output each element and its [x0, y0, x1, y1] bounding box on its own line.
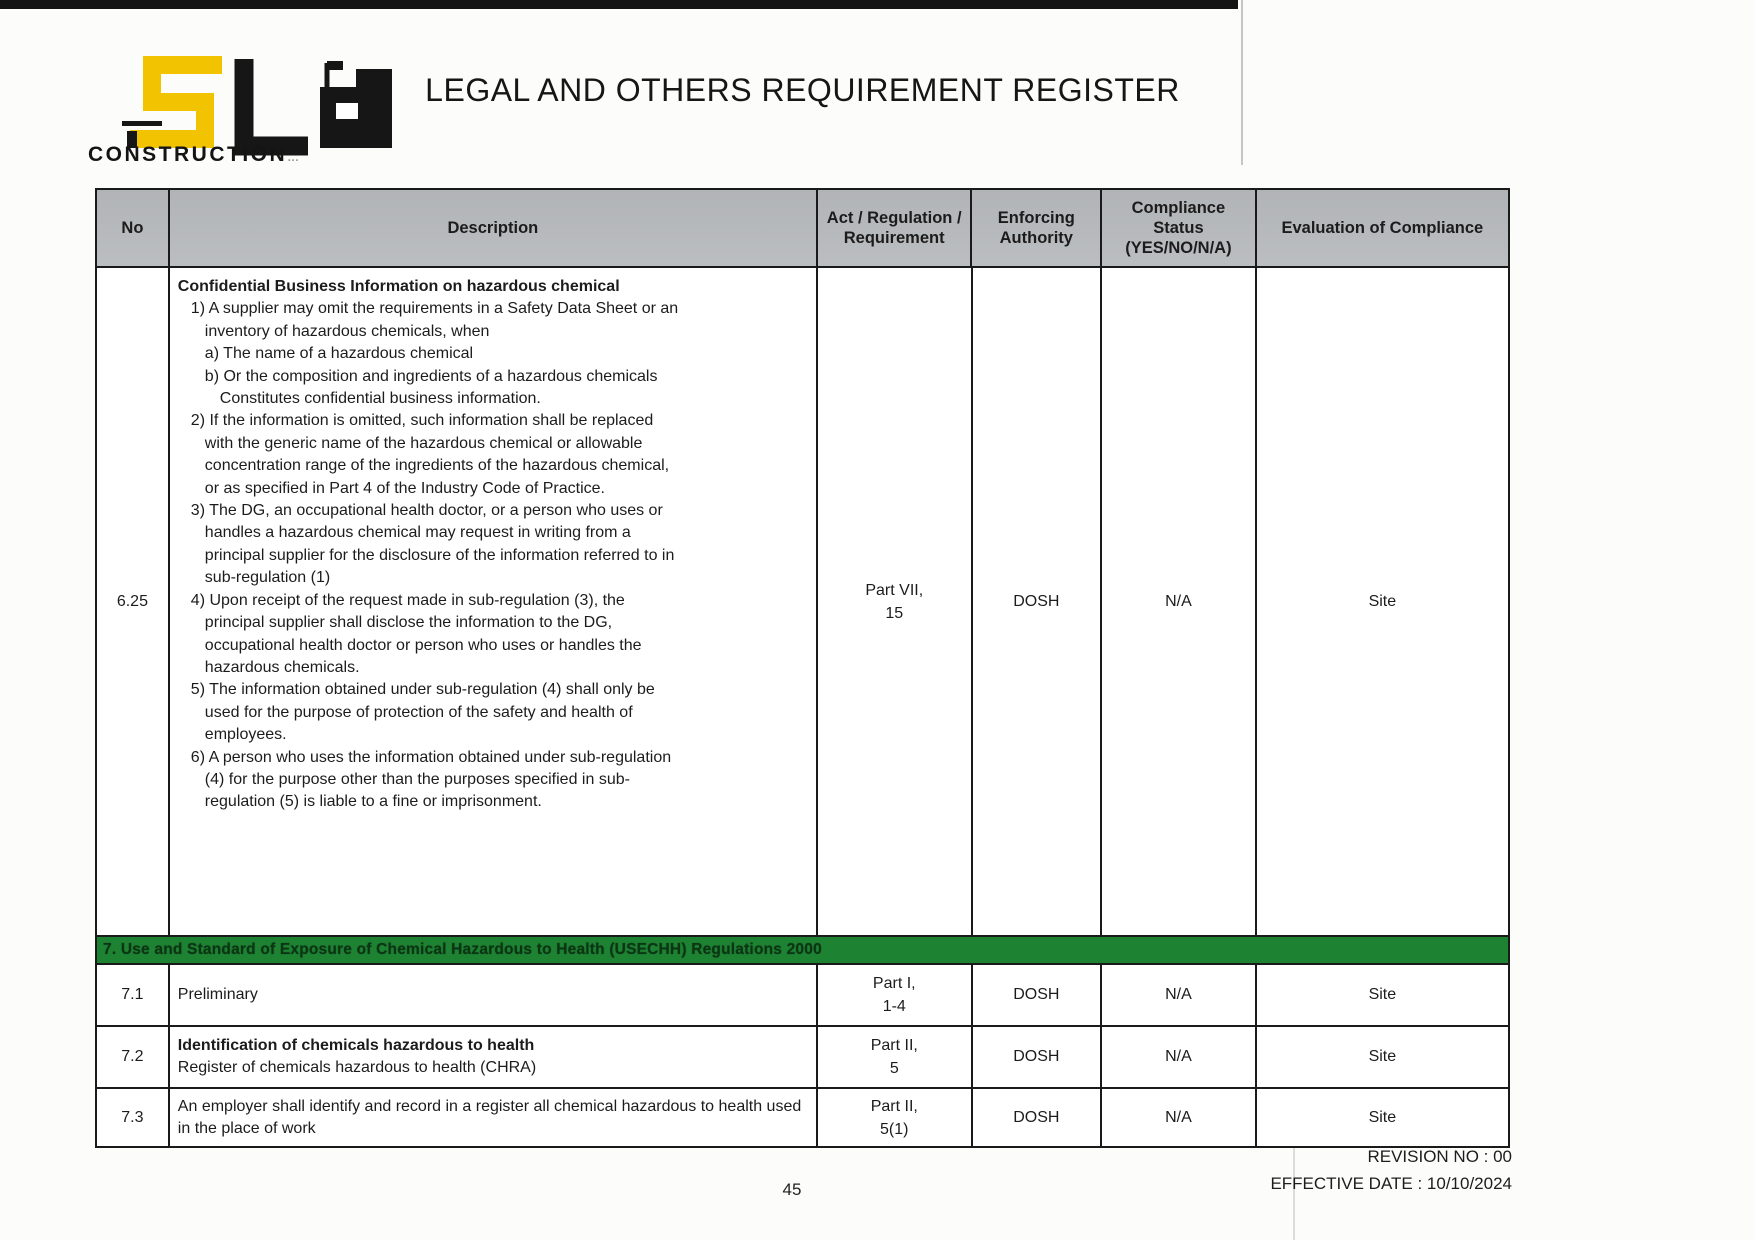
row-no: 7.2	[97, 1027, 170, 1087]
table-row: 7.1 Preliminary Part I, 1-4 DOSH N/A Sit…	[97, 965, 1508, 1027]
company-logo: CONSTRUCTION…	[72, 55, 492, 175]
description-item: 4) Upon receipt of the request made in s…	[190, 591, 642, 676]
scan-artifact-top-bar	[0, 0, 1238, 9]
row-description: Preliminary	[170, 965, 818, 1025]
description-text: Register of chemicals hazardous to healt…	[177, 1059, 537, 1076]
description-item: b) Or the composition and ingredients of…	[204, 367, 658, 408]
description-heading: Identification of chemicals hazardous to…	[177, 1037, 535, 1054]
row-evaluation: Site	[1368, 986, 1397, 1003]
description-item: 2) If the information is omitted, such i…	[190, 412, 670, 497]
effective-date: EFFECTIVE DATE : 10/10/2024	[1270, 1174, 1512, 1193]
description-text: An employer shall identify and record in…	[177, 1097, 802, 1137]
description-text: Preliminary	[177, 986, 258, 1003]
scan-artifact-crease	[1241, 0, 1243, 165]
requirement-register-table: No Description Act / Regulation / Requir…	[95, 188, 1510, 1148]
row-compliance-status: N/A	[1102, 1027, 1257, 1087]
header-compliance-status: Compliance Status (YES/NO/N/A)	[1102, 190, 1257, 266]
row-description: An employer shall identify and record in…	[170, 1089, 818, 1146]
description-item: 6) A person who uses the information obt…	[190, 748, 672, 811]
section-header-row: 7. Use and Standard of Exposure of Chemi…	[97, 937, 1508, 965]
row-no: 6.25	[97, 268, 170, 935]
header-act-regulation: Act / Regulation / Requirement	[818, 190, 973, 266]
row-enforcing-authority: DOSH	[973, 1089, 1103, 1146]
row-description: Identification of chemicals hazardous to…	[170, 1027, 818, 1087]
header-no: No	[97, 190, 170, 266]
table-row: 6.25 Confidential Business Information o…	[97, 268, 1508, 937]
row-compliance-status: N/A	[1102, 1089, 1257, 1146]
row-no: 7.3	[97, 1089, 170, 1146]
logo-company-name: CONSTRUCTION…	[88, 143, 301, 166]
page-title: LEGAL AND OTHERS REQUIREMENT REGISTER	[425, 72, 1180, 108]
description-item: 1) A supplier may omit the requirements …	[190, 300, 679, 340]
row-enforcing-authority: DOSH	[973, 965, 1103, 1025]
row-evaluation: Site	[1368, 1108, 1397, 1126]
revision-number: REVISION NO : 00	[1367, 1147, 1512, 1166]
row-enforcing-authority: DOSH	[973, 268, 1103, 935]
page-number: 45	[782, 1180, 802, 1199]
row-act-regulation: Part I, 1-4	[818, 965, 973, 1025]
row-evaluation: Site	[1368, 1048, 1397, 1065]
row-no: 7.1	[97, 965, 170, 1025]
description-item: 3) The DG, an occupational health doctor…	[190, 502, 675, 587]
table-header-row: No Description Act / Regulation / Requir…	[97, 190, 1508, 268]
section-header-label: 7. Use and Standard of Exposure of Chemi…	[103, 941, 822, 958]
row-act-regulation: Part II, 5	[818, 1027, 973, 1087]
description-heading: Confidential Business Information on haz…	[177, 278, 620, 295]
company-logo-icon	[122, 56, 392, 156]
row-act-regulation: Part VII, 15	[818, 268, 973, 935]
table-row: 7.2 Identification of chemicals hazardou…	[97, 1027, 1508, 1089]
description-item: 5) The information obtained under sub-re…	[190, 681, 655, 744]
footer-meta: REVISION NO : 00 EFFECTIVE DATE : 10/10/…	[1270, 1143, 1512, 1197]
header-enforcing-authority: Enforcing Authority	[972, 190, 1103, 266]
row-compliance-status: N/A	[1102, 965, 1257, 1025]
header-description: Description	[170, 190, 818, 266]
row-compliance-status: N/A	[1102, 268, 1257, 935]
description-item: a) The name of a hazardous chemical	[204, 345, 474, 363]
row-enforcing-authority: DOSH	[973, 1027, 1103, 1087]
table-row: 7.3 An employer shall identify and recor…	[97, 1089, 1508, 1146]
row-act-regulation: Part II, 5(1)	[818, 1089, 973, 1146]
row-evaluation: Site	[1368, 592, 1397, 610]
description-item-list: 1) A supplier may omit the requirements …	[178, 298, 683, 813]
header-evaluation: Evaluation of Compliance	[1281, 219, 1484, 237]
row-description: Confidential Business Information on haz…	[170, 268, 818, 935]
